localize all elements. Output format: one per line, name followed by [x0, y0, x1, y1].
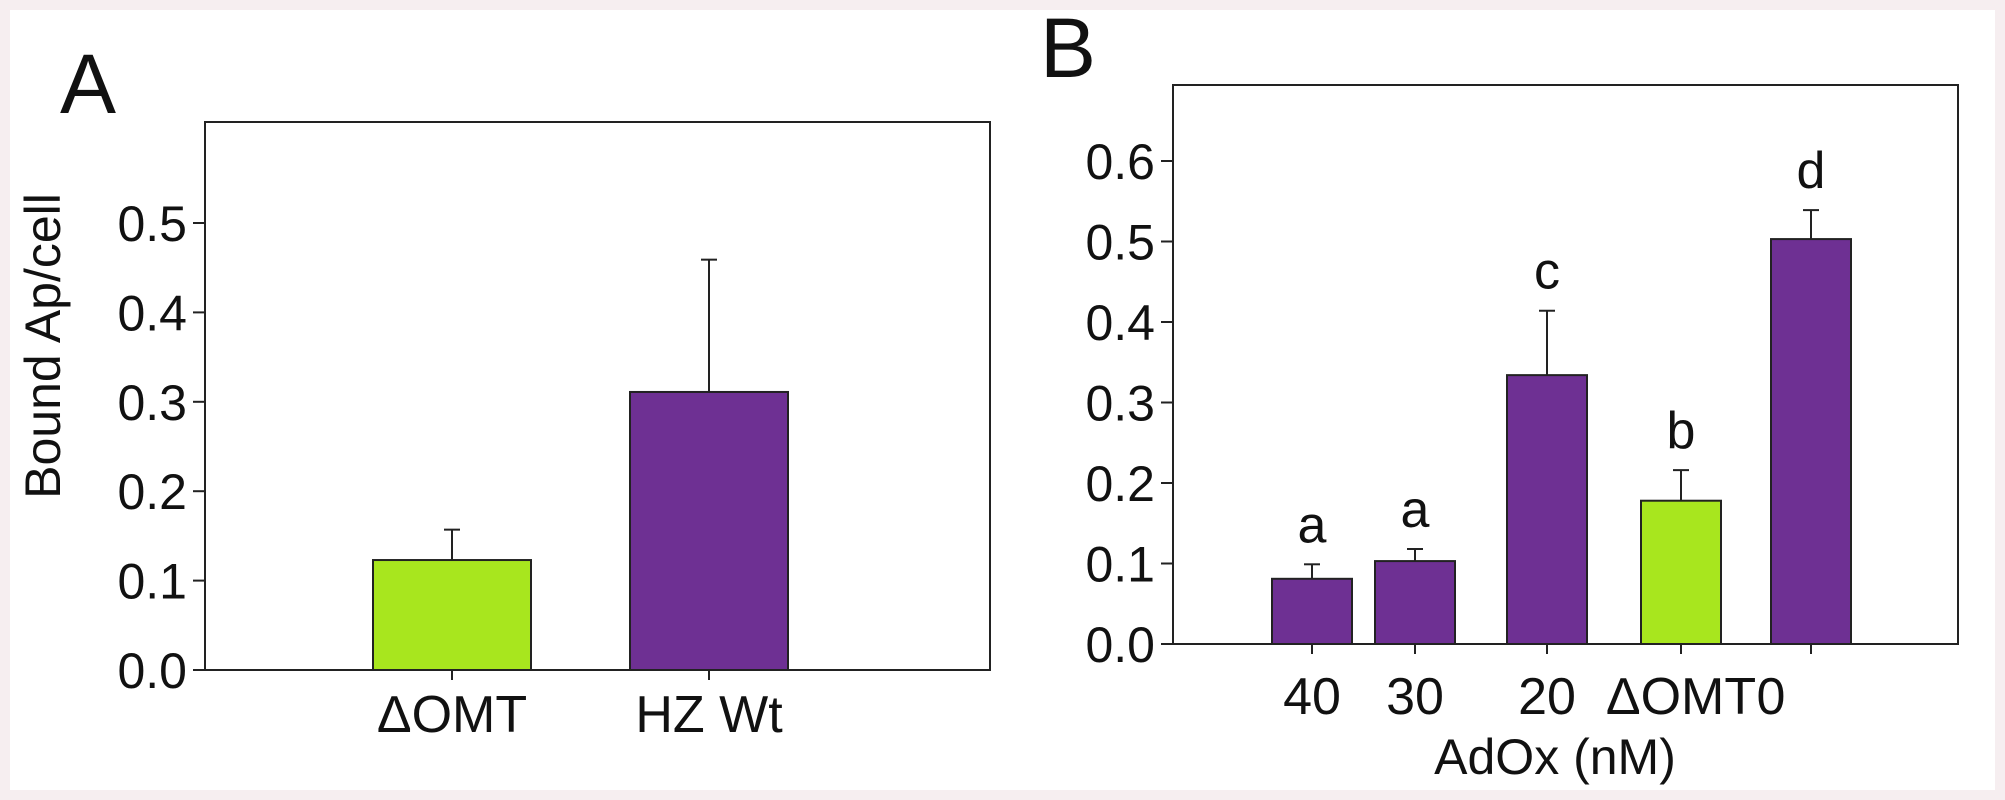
y-tick-label: 0.5 — [1085, 215, 1155, 271]
x-tick-label: HZ Wt — [635, 686, 783, 744]
x-tick-label: ΔOMT — [1606, 668, 1756, 726]
bar-40 — [1271, 577, 1353, 645]
bars-a — [372, 258, 789, 672]
chart-svg: A Bound Ap/cell 0.0 0.1 0.2 0.3 0.4 0.5 ΔOMT HZ… — [15, 1, 1959, 785]
bar--omt — [372, 559, 532, 672]
y-tick-label: 0.3 — [1085, 376, 1155, 432]
significance-label: c — [1534, 243, 1560, 301]
y-tick-label: 0.0 — [1085, 617, 1155, 673]
figure: A Bound Ap/cell 0.0 0.1 0.2 0.3 0.4 0.5 ΔOMT HZ… — [10, 1, 1995, 790]
panel-label-b: B — [1040, 10, 1096, 95]
bar--omt — [1640, 499, 1722, 645]
x-tick-label: 40 — [1283, 668, 1341, 726]
axes-a: 0.0 0.1 0.2 0.3 0.4 0.5 ΔOMT HZ Wt — [117, 121, 991, 744]
plot-frame — [204, 121, 991, 671]
y-tick-label: 0.4 — [1085, 295, 1155, 351]
y-tick-label: 0.3 — [117, 375, 187, 431]
x-tick-label: 0 — [1757, 668, 1786, 726]
y-axis-label-a: Bound Ap/cell — [15, 193, 71, 499]
x-tick-label: ΔOMT — [377, 686, 527, 744]
bar-20 — [1506, 374, 1588, 645]
y-tick-label: 0.4 — [117, 285, 187, 341]
x-tick-label: 30 — [1386, 668, 1444, 726]
bar-30 — [1374, 560, 1456, 646]
panel-label-a: A — [60, 37, 116, 131]
bar-hz-wt — [629, 390, 789, 671]
x-axis-label-b: AdOx (nM) — [1434, 729, 1676, 785]
y-tick-label: 0.6 — [1085, 134, 1155, 190]
y-tick-label: 0.2 — [117, 464, 187, 520]
y-tick-label: 0.1 — [1085, 537, 1155, 593]
significance-label: b — [1667, 402, 1696, 460]
panel-b: B AdOx (nM) 0.0 0.1 0.2 0.3 0.4 0.5 0.6 40 30 20 Δ… — [1040, 1, 1959, 785]
axes-b: 0.0 0.1 0.2 0.3 0.4 0.5 0.6 40 30 20 ΔOMT 0 — [1085, 84, 1959, 726]
significance-label: d — [1797, 142, 1826, 200]
significance-label: a — [1401, 481, 1430, 539]
y-tick-label: 0.0 — [117, 643, 187, 699]
y-tick-label: 0.1 — [117, 554, 187, 610]
bar-0 — [1770, 238, 1852, 646]
panel-a: A Bound Ap/cell 0.0 0.1 0.2 0.3 0.4 0.5 ΔOMT HZ… — [15, 37, 991, 744]
bars-b: a a c b d — [1271, 142, 1852, 646]
y-tick-label: 0.5 — [117, 196, 187, 252]
x-tick-label: 20 — [1518, 668, 1576, 726]
y-tick-label: 0.2 — [1085, 456, 1155, 512]
significance-label: a — [1298, 496, 1327, 554]
